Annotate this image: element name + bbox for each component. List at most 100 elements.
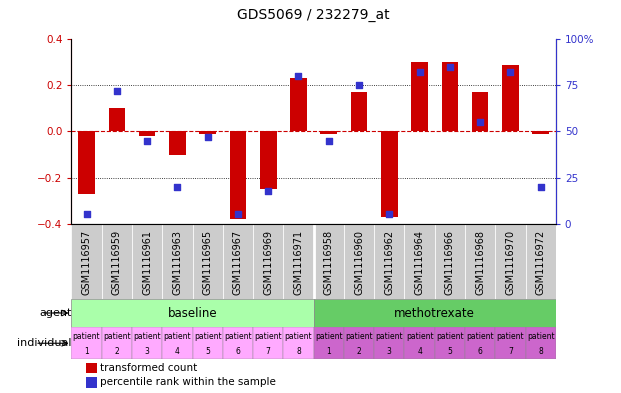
Text: GSM1116962: GSM1116962 (384, 230, 394, 295)
Text: patient: patient (315, 332, 343, 341)
Point (294, 73, 304, 79)
Text: GDS5069 / 232279_at: GDS5069 / 232279_at (237, 7, 390, 22)
Bar (472, 92, 489, 132)
FancyBboxPatch shape (193, 327, 223, 359)
FancyBboxPatch shape (71, 327, 102, 359)
Text: 8: 8 (538, 347, 543, 356)
Text: percentile rank within the sample: percentile rank within the sample (101, 377, 276, 387)
FancyBboxPatch shape (193, 224, 223, 299)
Bar (138, 132, 155, 136)
Text: patient: patient (345, 332, 373, 341)
Text: 6: 6 (478, 347, 483, 356)
Text: GSM1116965: GSM1116965 (202, 230, 212, 295)
Text: patient: patient (194, 332, 222, 341)
FancyBboxPatch shape (223, 224, 253, 299)
Bar (199, 132, 216, 134)
FancyBboxPatch shape (71, 224, 102, 299)
FancyBboxPatch shape (465, 224, 495, 299)
Text: patient: patient (73, 332, 101, 341)
Text: GSM1116957: GSM1116957 (81, 230, 91, 295)
Bar (109, 108, 125, 132)
Text: 7: 7 (508, 347, 513, 356)
Text: individual: individual (17, 338, 71, 348)
Text: patient: patient (163, 332, 191, 341)
FancyBboxPatch shape (374, 224, 404, 299)
Point (324, 138, 333, 144)
Bar (78, 132, 95, 194)
Text: GSM1116959: GSM1116959 (112, 230, 122, 295)
Text: GSM1116969: GSM1116969 (263, 230, 273, 295)
Text: GSM1116972: GSM1116972 (536, 230, 546, 295)
FancyBboxPatch shape (495, 224, 525, 299)
Text: 5: 5 (447, 347, 452, 356)
FancyBboxPatch shape (435, 327, 465, 359)
FancyBboxPatch shape (283, 327, 314, 359)
Text: patient: patient (284, 332, 312, 341)
FancyBboxPatch shape (132, 327, 162, 359)
FancyBboxPatch shape (344, 327, 374, 359)
FancyBboxPatch shape (495, 327, 525, 359)
Bar (290, 79, 307, 132)
FancyBboxPatch shape (404, 224, 435, 299)
Bar (86, 363, 97, 373)
FancyBboxPatch shape (314, 299, 556, 327)
FancyBboxPatch shape (314, 327, 344, 359)
Text: GSM1116971: GSM1116971 (294, 230, 304, 295)
Point (202, 134, 212, 140)
Text: patient: patient (224, 332, 252, 341)
Text: 6: 6 (235, 347, 240, 356)
Text: GSM1116967: GSM1116967 (233, 230, 243, 295)
Bar (86, 377, 97, 387)
Text: 2: 2 (114, 347, 119, 356)
FancyBboxPatch shape (525, 327, 556, 359)
Bar (532, 132, 549, 134)
Point (263, 187, 273, 194)
Bar (230, 132, 247, 219)
Text: GSM1116958: GSM1116958 (324, 230, 333, 295)
Text: 4: 4 (175, 347, 180, 356)
Point (112, 88, 122, 94)
Bar (260, 132, 276, 189)
Point (475, 119, 485, 125)
Text: 3: 3 (145, 347, 150, 356)
Point (536, 184, 546, 190)
Point (445, 64, 455, 70)
FancyBboxPatch shape (253, 224, 283, 299)
Text: transformed count: transformed count (101, 363, 197, 373)
Point (233, 211, 243, 218)
Text: methotrexate: methotrexate (394, 307, 475, 320)
Bar (381, 132, 397, 217)
Text: patient: patient (103, 332, 130, 341)
FancyBboxPatch shape (283, 224, 314, 299)
Text: 1: 1 (84, 347, 89, 356)
FancyBboxPatch shape (404, 327, 435, 359)
Bar (320, 132, 337, 134)
Text: 7: 7 (266, 347, 271, 356)
Bar (411, 62, 428, 132)
FancyBboxPatch shape (435, 224, 465, 299)
Text: 1: 1 (327, 347, 331, 356)
Text: GSM1116960: GSM1116960 (354, 230, 364, 295)
Point (384, 211, 394, 218)
Text: baseline: baseline (168, 307, 217, 320)
FancyBboxPatch shape (102, 224, 132, 299)
FancyBboxPatch shape (314, 224, 344, 299)
Text: agent: agent (39, 308, 71, 318)
Text: GSM1116966: GSM1116966 (445, 230, 455, 295)
Text: GSM1116968: GSM1116968 (475, 230, 485, 295)
FancyBboxPatch shape (223, 327, 253, 359)
Text: patient: patient (255, 332, 282, 341)
Text: GSM1116970: GSM1116970 (505, 230, 515, 295)
Text: patient: patient (497, 332, 524, 341)
Point (173, 184, 183, 190)
FancyBboxPatch shape (102, 327, 132, 359)
Text: 4: 4 (417, 347, 422, 356)
Text: patient: patient (436, 332, 464, 341)
FancyBboxPatch shape (162, 224, 193, 299)
Point (354, 82, 364, 88)
Text: 2: 2 (356, 347, 361, 356)
FancyBboxPatch shape (71, 299, 314, 327)
Text: GSM1116964: GSM1116964 (415, 230, 425, 295)
FancyBboxPatch shape (374, 327, 404, 359)
Text: 3: 3 (387, 347, 392, 356)
